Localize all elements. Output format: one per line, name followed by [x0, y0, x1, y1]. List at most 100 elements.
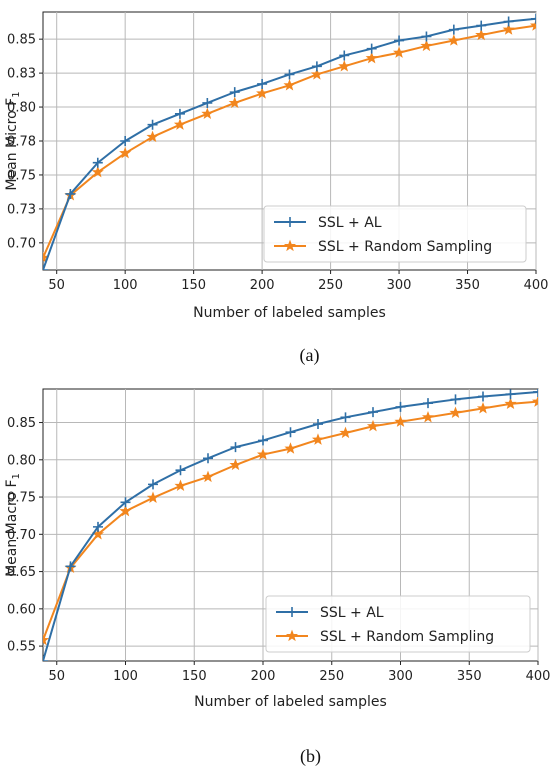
point-random-b-100	[119, 504, 132, 517]
point-al-a-260	[339, 50, 350, 61]
legend-label-random-b: SSL + Random Sampling	[320, 629, 494, 645]
point-al-b-380	[505, 389, 516, 400]
y-axis-label-b-main: Mean Macro F	[4, 479, 20, 576]
caption-a: (a)	[300, 345, 320, 366]
x-tick-label-150: 150	[182, 669, 207, 684]
x-tick-label-350: 350	[457, 669, 482, 684]
point-random-b-140	[174, 479, 187, 492]
point-al-a-200	[257, 78, 268, 89]
point-al-a-160	[202, 97, 213, 108]
chart-a: 50 100 150 200 250 300 350 400 0.70 0.73 0.75 0.78 0…	[4, 11, 548, 366]
point-al-a-340	[448, 24, 459, 35]
y-tick-label-5: 0.83	[7, 67, 36, 82]
point-al-b-240	[313, 419, 323, 430]
legend-marker-al-b	[287, 607, 297, 617]
point-al-a-40	[43, 265, 48, 270]
x-tick-label-400: 400	[526, 669, 551, 684]
point-al-a-100	[120, 136, 131, 146]
point-random-a-160	[201, 107, 214, 119]
x-tick-label-400: 400	[524, 278, 549, 293]
x-tick-label-200: 200	[251, 669, 276, 684]
point-al-a-320	[421, 31, 432, 42]
point-al-b-300	[395, 401, 406, 412]
point-al-a-60	[65, 188, 76, 199]
point-random-b-280	[366, 419, 380, 432]
point-al-a-80	[92, 157, 103, 168]
y-axis-label-b: Mean Macro F1	[4, 473, 22, 577]
chart-b: 50 100 150 200 250 300 350 400 0.55 0.60 0.65 0.70 0…	[4, 388, 550, 767]
y-tick-label-0: 0.55	[7, 640, 36, 655]
point-al-b-200	[258, 435, 268, 446]
point-random-b-200	[256, 448, 270, 460]
point-al-b-100	[120, 497, 131, 508]
point-random-a-320	[420, 39, 433, 52]
x-tick-label-100: 100	[113, 669, 138, 684]
point-random-a-100	[119, 146, 132, 159]
y-axis-label-a-main: Mean Micro F	[4, 98, 20, 191]
point-al-b-360	[478, 391, 488, 402]
point-random-b-300	[394, 415, 407, 427]
point-al-b-140	[175, 465, 186, 476]
point-al-a-400	[531, 13, 536, 24]
point-random-b-380	[504, 397, 517, 410]
point-al-b-180	[230, 442, 241, 453]
point-random-b-260	[339, 426, 352, 439]
y-tick-label-3: 0.70	[7, 528, 36, 543]
x-tick-label-150: 150	[181, 278, 206, 293]
point-random-b-180	[229, 458, 242, 471]
x-tick-label-250: 250	[318, 278, 343, 293]
y-tick-label-6: 0.85	[7, 33, 36, 48]
point-random-b-340	[449, 406, 462, 418]
point-random-b-120	[146, 491, 160, 503]
legend-label-random-a: SSL + Random Sampling	[318, 239, 492, 255]
point-random-a-400	[529, 19, 536, 31]
point-random-b-240	[311, 433, 325, 445]
point-al-b-80	[93, 521, 103, 532]
point-al-a-240	[311, 61, 322, 72]
x-tick-label-100: 100	[113, 278, 138, 293]
series-a	[43, 13, 536, 270]
y-tick-label-4: 0.75	[7, 491, 36, 506]
point-al-b-40	[43, 656, 48, 661]
point-random-a-140	[173, 118, 186, 130]
point-al-a-360	[476, 20, 487, 31]
x-axis-label-a: Number of labeled samples	[193, 305, 386, 321]
point-random-b-400	[531, 395, 538, 407]
x-tick-label-350: 350	[455, 278, 480, 293]
point-random-a-360	[475, 28, 488, 41]
x-axis-label-b: Number of labeled samples	[194, 694, 387, 710]
y-axis-label-a-sub: 1	[11, 91, 22, 97]
point-al-a-380	[503, 16, 514, 27]
y-tick-label-6: 0.85	[7, 416, 36, 431]
ticks-a: 50 100 150 200 250 300 350 400 0.70 0.73 0.75 0.78 0…	[7, 33, 548, 293]
y-tick-label-2: 0.65	[7, 565, 36, 580]
point-al-a-180	[229, 87, 240, 98]
point-al-b-340	[450, 394, 461, 405]
point-random-a-180	[228, 96, 241, 109]
caption-b: (b)	[300, 746, 321, 767]
y-axis-label-b-sub: 1	[11, 473, 22, 479]
point-random-b-40	[43, 633, 50, 646]
point-random-a-40	[43, 251, 50, 263]
y-tick-label-2: 0.75	[7, 168, 36, 183]
ticks-b: 50 100 150 200 250 300 350 400 0.55 0.60 0.65 0.70 0…	[7, 416, 550, 684]
y-tick-label-1: 0.73	[7, 202, 36, 217]
point-random-b-360	[476, 402, 490, 414]
point-al-b-60	[65, 561, 76, 572]
point-al-a-220	[284, 69, 295, 80]
point-random-b-220	[284, 442, 297, 454]
y-tick-label-5: 0.80	[7, 453, 36, 468]
point-random-a-260	[338, 59, 351, 72]
x-tick-label-200: 200	[250, 278, 275, 293]
series-b	[43, 389, 538, 661]
point-al-a-280	[366, 43, 377, 54]
legend-label-al-b: SSL + AL	[320, 605, 384, 621]
legend-marker-al-a	[285, 217, 295, 227]
point-random-a-380	[502, 23, 515, 35]
y-tick-label-4: 0.80	[7, 101, 36, 116]
point-al-b-400	[533, 389, 538, 397]
x-tick-label-300: 300	[388, 669, 413, 684]
point-random-a-300	[392, 46, 406, 58]
legend-label-al-a: SSL + AL	[318, 215, 382, 231]
point-random-b-160	[201, 470, 215, 483]
